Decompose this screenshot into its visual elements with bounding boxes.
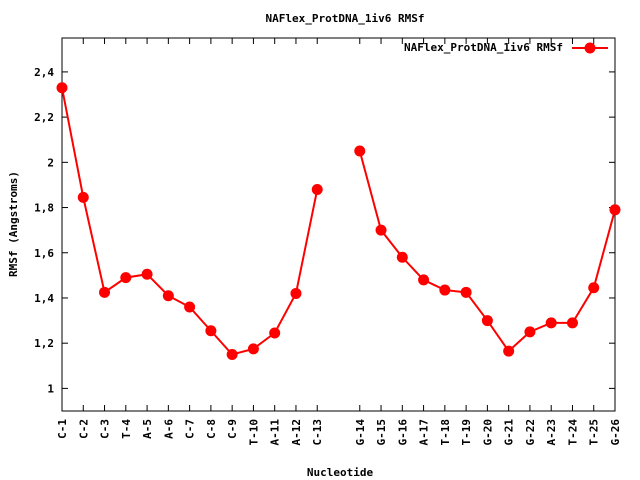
y-tick-label: 1,4: [34, 292, 54, 305]
y-tick-label: 2: [47, 156, 54, 169]
x-tick-label: A-23: [545, 419, 558, 446]
x-tick-label: A-12: [290, 419, 303, 446]
x-tick-label: T-24: [566, 419, 579, 446]
data-point: [524, 326, 536, 338]
data-point: [290, 287, 302, 299]
x-tick-label: C-1: [56, 419, 69, 439]
data-point: [439, 284, 451, 296]
x-tick-label: C-7: [184, 419, 197, 439]
data-point: [588, 282, 600, 294]
series-line: [61, 87, 319, 356]
data-point: [354, 145, 366, 157]
data-point: [566, 317, 578, 329]
data-point: [609, 204, 621, 216]
plot-area: [61, 37, 616, 412]
data-point: [226, 348, 238, 360]
x-tick-label: G-21: [503, 419, 516, 446]
data-point: [396, 251, 408, 263]
data-point: [205, 325, 217, 337]
x-tick-label: G-20: [481, 419, 494, 446]
x-tick-label: T-19: [460, 419, 473, 446]
x-tick-label: G-22: [524, 419, 537, 446]
y-tick-label: 2,4: [34, 66, 54, 79]
legend-marker: [584, 42, 596, 54]
y-tick-label: 1,2: [34, 337, 54, 350]
y-tick-label: 1,6: [34, 247, 54, 260]
data-point: [418, 274, 430, 286]
data-point: [184, 301, 196, 313]
legend: NAFlex_ProtDNA_1iv6 RMSf: [404, 41, 608, 54]
data-point: [162, 290, 174, 302]
x-tick-label: G-16: [396, 419, 409, 446]
data-point: [247, 343, 259, 355]
data-point: [77, 191, 89, 203]
x-tick-label: G-15: [375, 419, 388, 446]
x-tick-label: G-26: [609, 419, 622, 446]
x-tick-label: T-10: [247, 419, 260, 446]
data-point: [311, 183, 323, 195]
data-point: [56, 82, 68, 94]
x-tick-label: A-17: [418, 419, 431, 446]
x-tick-label: T-18: [439, 419, 452, 446]
data-point: [545, 317, 557, 329]
legend-entry-label: NAFlex_ProtDNA_1iv6 RMSf: [404, 41, 563, 54]
data-point: [375, 224, 387, 236]
x-tick-label: C-3: [99, 419, 112, 439]
y-axis-label: RMSf (Angstroms): [7, 171, 20, 277]
x-axis-label: Nucleotide: [307, 466, 374, 479]
x-tick-label: G-14: [354, 419, 367, 446]
series-layer: [56, 82, 621, 360]
x-tick-label: A-11: [269, 419, 282, 446]
data-point: [503, 345, 515, 357]
x-tick-label: C-8: [205, 419, 218, 439]
data-point: [269, 327, 281, 339]
x-tick-label: T-25: [588, 419, 601, 446]
y-tick-label: 1,8: [34, 202, 54, 215]
x-tick-label: T-4: [120, 419, 133, 439]
x-tick-label: C-2: [77, 419, 90, 439]
data-point: [120, 272, 132, 284]
x-tick-label: C-13: [311, 419, 324, 446]
y-tick-label: 1: [47, 382, 54, 395]
data-point: [481, 315, 493, 327]
x-tick-label: A-6: [162, 419, 175, 439]
x-tick-label: C-9: [226, 419, 239, 439]
data-point: [141, 268, 153, 280]
chart-title: NAFlex_ProtDNA_1iv6 RMSf: [266, 12, 425, 25]
y-axis: 1 1,2 1,4 1,6 1,8 2 2,2 2,4: [34, 66, 615, 395]
data-point: [460, 286, 472, 298]
y-tick-label: 2,2: [34, 111, 54, 124]
x-tick-label: A-5: [141, 419, 154, 439]
data-point: [99, 286, 111, 298]
x-axis: C-1 C-2 C-3 T-4 A-5 A-6 C-7 C-8 C-9 T-10 A-11 A-12 C…: [56, 38, 622, 446]
